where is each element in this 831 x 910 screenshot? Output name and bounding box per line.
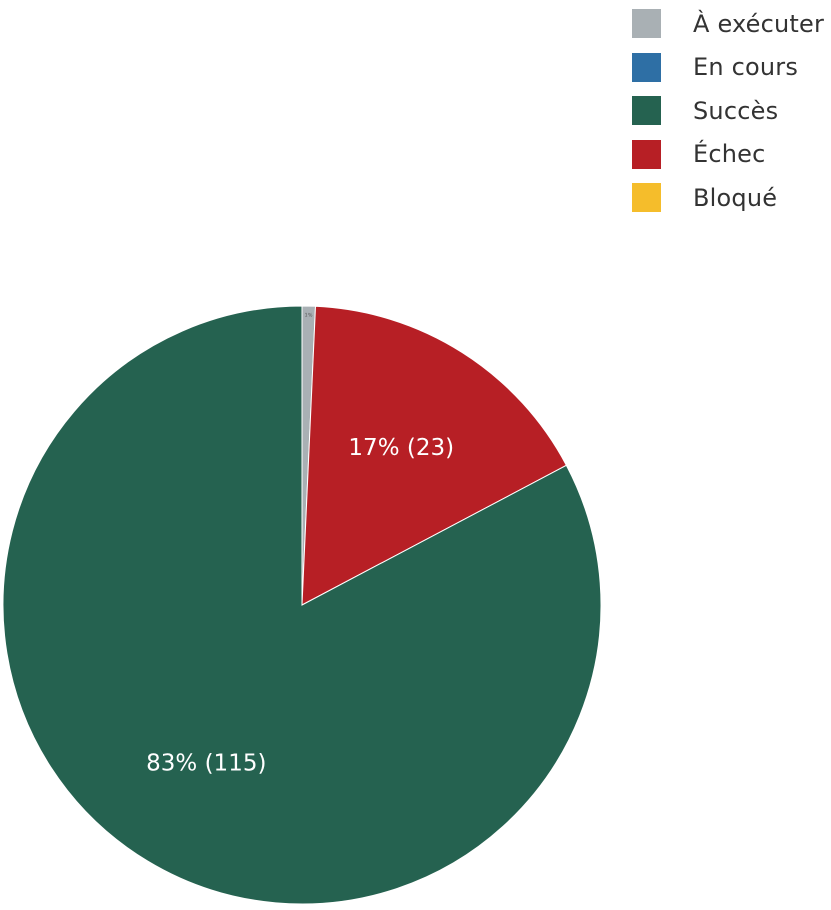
slice-label-a-executer: 1%: [305, 312, 313, 318]
legend-label-en-cours: En cours: [693, 53, 799, 82]
slice-label-succes: 83% (115): [146, 750, 266, 776]
pie-slice-echec[interactable]: [301, 305, 568, 606]
legend-swatch-echec: [632, 139, 661, 169]
chart-legend: À exécuter En cours Succès Échec Bloqué: [632, 2, 824, 220]
pie-slices: [2, 305, 602, 905]
legend-swatch-bloque: [632, 183, 661, 213]
legend-item-succes[interactable]: Succès: [632, 89, 824, 133]
legend-swatch-succes: [632, 96, 661, 126]
legend-label-bloque: Bloqué: [693, 183, 778, 212]
legend-item-echec[interactable]: Échec: [632, 133, 824, 177]
legend-label-echec: Échec: [693, 140, 766, 169]
legend-item-bloque[interactable]: Bloqué: [632, 176, 824, 220]
legend-label-a-executer: À exécuter: [693, 9, 825, 38]
pie-slice-succes[interactable]: [2, 305, 602, 905]
pie-slice-labels: 1% 17% (23) 83% (115): [146, 312, 454, 776]
legend-label-succes: Succès: [693, 96, 779, 125]
legend-swatch-a-executer: [632, 9, 661, 39]
legend-item-en-cours[interactable]: En cours: [632, 46, 824, 90]
legend-swatch-en-cours: [632, 52, 661, 82]
legend-item-a-executer[interactable]: À exécuter: [632, 2, 824, 46]
slice-label-echec: 17% (23): [348, 435, 454, 461]
